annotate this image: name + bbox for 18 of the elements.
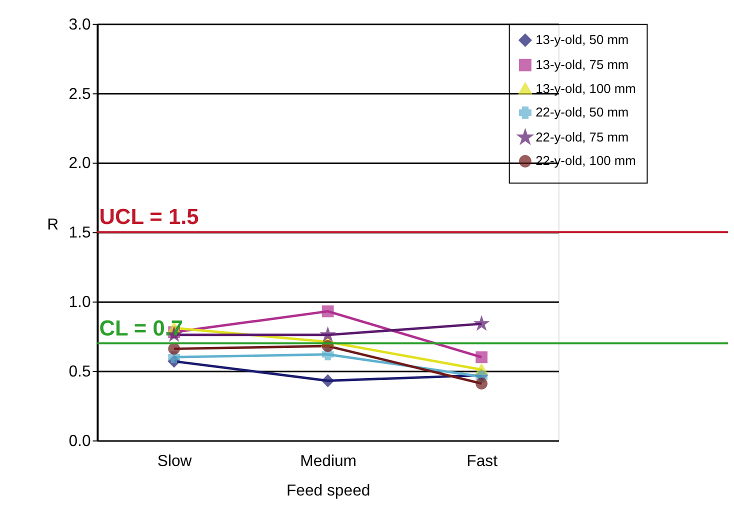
y-tick-label: 2.5 (68, 86, 91, 103)
legend-label: 22-y-old, 75 mm (536, 129, 629, 144)
y-tick-label: 0.5 (68, 363, 91, 380)
y-tick-label: 1.0 (68, 294, 91, 312)
y-tick-label: 2.0 (68, 155, 91, 172)
x-axis-title: Feed speed (286, 482, 370, 500)
y-tick-label: 1.5 (68, 224, 91, 242)
legend-label: 13-y-old, 100 mm (536, 80, 636, 96)
x-tick-label: Slow (157, 452, 192, 470)
x-tick-label: Fast (466, 452, 498, 470)
ref-line-label: UCL = 1.5 (99, 204, 199, 230)
x-tick-label: Medium (300, 452, 357, 470)
y-axis-title: R (47, 216, 59, 234)
y-tick-label: 0.0 (68, 432, 91, 450)
legend-label: 22-y-old, 50 mm (536, 104, 629, 120)
y-tick-label: 3.0 (68, 16, 91, 34)
legend-label: 13-y-old, 50 mm (536, 32, 629, 48)
legend-label: 13-y-old, 75 mm (536, 57, 629, 72)
